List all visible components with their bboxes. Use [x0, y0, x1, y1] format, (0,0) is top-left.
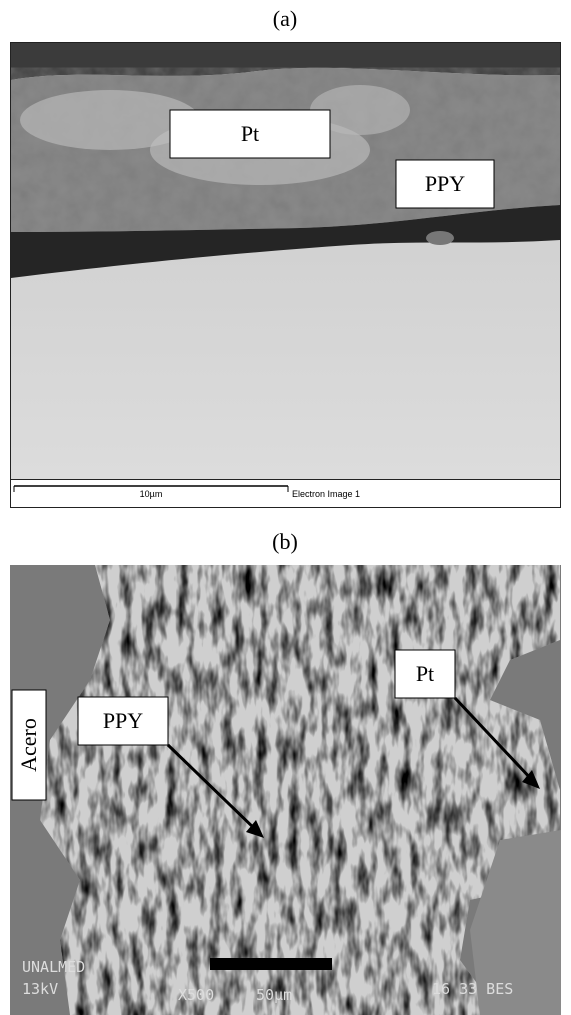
sem-overlay: UNALMED — [22, 958, 85, 976]
sem-overlay: 50µm — [256, 986, 292, 1004]
sem-overlay: 13kV — [22, 980, 58, 998]
annotation: PPY — [103, 708, 143, 733]
annotation: PPY — [425, 171, 465, 196]
figure: (a) 10µm Electron Image 1 Pt PPY (b) UNA… — [0, 0, 571, 1015]
panel-label: (a) — [273, 6, 297, 31]
panel-label: (b) — [272, 529, 298, 554]
sem-overlay: 16 33 BES — [432, 980, 513, 998]
sem-image-b — [10, 565, 561, 1015]
sem-overlay: X500 — [178, 986, 214, 1004]
annotation: Pt — [241, 121, 259, 146]
annotation: Acero — [16, 718, 41, 772]
scale-bar-label: 10µm — [140, 489, 163, 499]
page: (a) 10µm Electron Image 1 Pt PPY (b) UNA… — [0, 0, 571, 1015]
annotation: Pt — [416, 661, 434, 686]
image-caption: Electron Image 1 — [292, 489, 360, 499]
